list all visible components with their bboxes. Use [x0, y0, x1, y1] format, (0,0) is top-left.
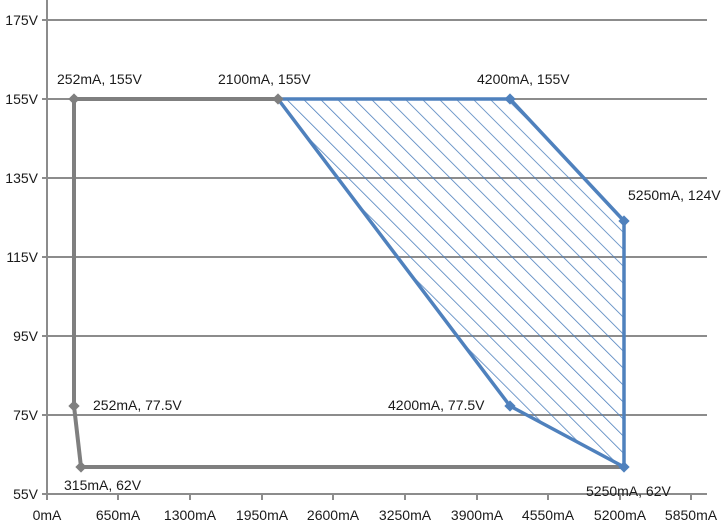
x-tick-label: 4550mA — [522, 507, 575, 523]
annotation-5250-62: 5250mA, 62V — [586, 483, 671, 499]
y-tick-label: 55V — [13, 486, 39, 502]
y-tick-label: 135V — [5, 170, 38, 186]
marker-gray — [68, 93, 80, 105]
annotation-2100-155: 2100mA, 155V — [218, 71, 311, 87]
marker-blue — [504, 400, 516, 412]
annotation-315-62: 315mA, 62V — [64, 477, 142, 493]
marker-gray — [75, 461, 87, 473]
x-tick-label: 0mA — [33, 507, 62, 523]
hatched-region — [276, 97, 626, 469]
annotation-252-155: 252mA, 155V — [57, 71, 142, 87]
point-annotations: 252mA, 155V 2100mA, 155V 4200mA, 155V 52… — [57, 71, 721, 499]
y-tick-label: 95V — [13, 328, 39, 344]
y-tick-label: 175V — [5, 12, 38, 28]
marker-gray — [68, 400, 80, 412]
x-tick-labels: 0mA 650mA 1300mA 1950mA 2600mA 3250mA 39… — [33, 507, 718, 523]
x-tick-label: 3900mA — [451, 507, 504, 523]
y-tick-label: 75V — [13, 407, 39, 423]
y-tick-label: 115V — [6, 249, 38, 265]
axes — [42, 0, 707, 500]
y-tick-labels: 175V 155V 135V 115V 95V 75V 55V — [5, 12, 38, 502]
y-tick-label: 155V — [5, 91, 38, 107]
x-tick-label: 5850mA — [665, 507, 718, 523]
x-tick-label: 5200mA — [594, 507, 647, 523]
marker-blue — [618, 215, 630, 227]
x-tick-label: 3250mA — [379, 507, 432, 523]
x-tick-label: 1300mA — [164, 507, 217, 523]
x-tick-label: 650mA — [96, 507, 141, 523]
annotation-4200-155: 4200mA, 155V — [477, 71, 570, 87]
annotation-5250-124: 5250mA, 124V — [628, 187, 721, 203]
x-tick-label: 1950mA — [236, 507, 289, 523]
annotation-252-77-5: 252mA, 77.5V — [93, 397, 182, 413]
annotation-4200-77-5: 4200mA, 77.5V — [388, 397, 485, 413]
x-tick-label: 2600mA — [307, 507, 360, 523]
marker-blue — [618, 461, 630, 473]
